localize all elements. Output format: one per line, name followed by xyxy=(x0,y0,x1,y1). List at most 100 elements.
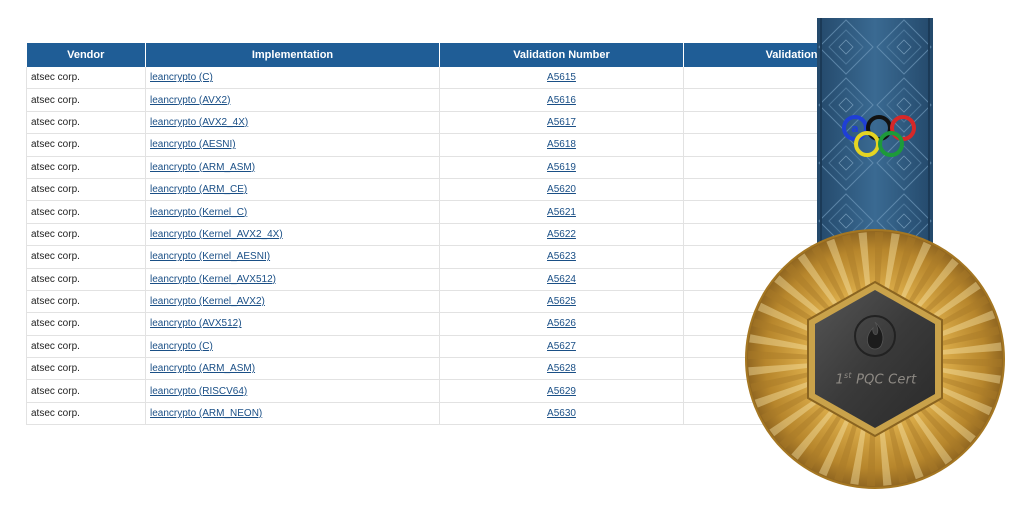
cell-vendor: atsec corp. xyxy=(26,402,146,426)
implementation-link[interactable]: leancrypto (ARM_ASM) xyxy=(150,363,256,375)
validation-number-link[interactable]: A5620 xyxy=(547,184,576,196)
validation-table: Vendor Implementation Validation Number … xyxy=(26,43,846,426)
validation-number-link[interactable]: A5628 xyxy=(547,363,576,375)
cell-implementation: leancrypto (Kernel_AVX2) xyxy=(145,290,440,314)
cell-validation-number: A5627 xyxy=(439,335,684,359)
cell-implementation: leancrypto (ARM_ASM) xyxy=(145,156,440,179)
cell-validation-number: A5624 xyxy=(439,268,684,291)
validation-number-link[interactable]: A5615 xyxy=(547,72,576,84)
validation-number-link[interactable]: A5624 xyxy=(547,273,576,285)
cell-validation-number: A5628 xyxy=(439,357,684,381)
cell-vendor: atsec corp. xyxy=(26,88,146,112)
table-row: atsec corp.leancrypto (Kernel_C)A56218/1… xyxy=(26,200,846,224)
cell-implementation: leancrypto (Kernel_AVX2_4X) xyxy=(145,223,440,247)
validation-number-link[interactable]: A5622 xyxy=(547,228,576,240)
cell-implementation: leancrypto (Kernel_AESNI) xyxy=(145,245,440,269)
gold-medal xyxy=(745,229,1005,489)
table-header-row: Vendor Implementation Validation Number … xyxy=(26,43,846,67)
cell-implementation: leancrypto (C) xyxy=(145,67,440,90)
cell-validation-number: A5621 xyxy=(439,200,684,224)
implementation-link[interactable]: leancrypto (AESNI) xyxy=(150,139,236,151)
validation-number-link[interactable]: A5626 xyxy=(547,318,576,330)
implementation-link[interactable]: leancrypto (C) xyxy=(150,340,213,352)
cell-implementation: leancrypto (AVX2_4X) xyxy=(145,111,440,135)
validation-number-link[interactable]: A5619 xyxy=(547,161,576,173)
table-row: atsec corp. leancrypto (ARM_NEON) A5630 xyxy=(26,402,846,426)
implementation-link[interactable]: leancrypto (AVX2) xyxy=(150,94,231,106)
table-row: atsec corp. leancrypto (Kernel_AVX2) A5625 xyxy=(26,290,846,314)
implementation-link[interactable]: leancrypto (Kernel_AVX2) xyxy=(150,296,265,308)
header-implementation: Implementation xyxy=(145,43,440,67)
validation-number-link[interactable]: A5616 xyxy=(547,94,576,106)
cell-validation-number: A5629 xyxy=(439,379,684,403)
cell-vendor: atsec corp. xyxy=(26,133,146,157)
table-row: atsec corp. leancrypto (Kernel_AVX2_4X) A5… xyxy=(26,223,846,247)
header-validation-number: Validation Number xyxy=(439,43,684,67)
cell-vendor: atsec corp. xyxy=(26,178,146,202)
cell-implementation: leancrypto (AVX2) xyxy=(145,88,440,112)
validation-number-link[interactable]: A5617 xyxy=(547,116,576,128)
rings-logo-icon: a xyxy=(842,115,916,157)
cell-validation-number: A5620 xyxy=(439,178,684,202)
table-row: atsec corp. leancrypto (AVX512) A5626 xyxy=(26,312,846,336)
table-row: atsec corp. leancrypto (C) A5627 xyxy=(26,335,846,359)
cell-vendor: atsec corp. xyxy=(26,156,146,179)
implementation-link[interactable]: leancrypto (Kernel_C) xyxy=(150,206,248,218)
validation-number-link[interactable]: A5629 xyxy=(547,385,576,397)
cell-validation-number: A5625 xyxy=(439,290,684,314)
table-row: atsec corp.leancrypto (AESNI)A56188/13/2… xyxy=(26,133,846,157)
implementation-link[interactable]: leancrypto (Kernel_AVX512) xyxy=(150,273,276,285)
implementation-link[interactable]: leancrypto (RISCV64) xyxy=(150,385,248,397)
table-row: atsec corp.leancrypto (ARM_CE)A56208/13/… xyxy=(26,178,846,202)
implementation-link[interactable]: leancrypto (AVX512) xyxy=(150,318,242,330)
svg-text:a: a xyxy=(851,122,858,135)
cell-vendor: atsec corp. xyxy=(26,268,146,291)
cell-validation-number: A5630 xyxy=(439,402,684,426)
validation-number-link[interactable]: A5625 xyxy=(547,296,576,308)
table-body: atsec corp.leancrypto (C)A56158/13/2024a… xyxy=(26,67,846,426)
cell-vendor: atsec corp. xyxy=(26,200,146,224)
cell-implementation: leancrypto (C) xyxy=(145,335,440,359)
cell-vendor: atsec corp. xyxy=(26,379,146,403)
implementation-link[interactable]: leancrypto (Kernel_AVX2_4X) xyxy=(150,228,283,240)
cell-validation-number: A5615 xyxy=(439,67,684,90)
table-row: atsec corp. leancrypto (Kernel_AVX512) A56… xyxy=(26,268,846,291)
validation-table-container: Vendor Implementation Validation Number … xyxy=(26,43,846,426)
implementation-link[interactable]: leancrypto (ARM_CE) xyxy=(150,184,248,196)
cell-vendor: atsec corp. xyxy=(26,111,146,135)
cell-validation-number: A5626 xyxy=(439,312,684,336)
cell-vendor: atsec corp. xyxy=(26,223,146,247)
table-row: atsec corp.leancrypto (AVX2)A56168/13/20… xyxy=(26,88,846,112)
validation-number-link[interactable]: A5621 xyxy=(547,206,576,218)
cell-implementation: leancrypto (Kernel_C) xyxy=(145,200,440,224)
cell-validation-number: A5619 xyxy=(439,156,684,179)
table-row: atsec corp. leancrypto (RISCV64) A5629 xyxy=(26,379,846,403)
implementation-link[interactable]: leancrypto (ARM_NEON) xyxy=(150,408,263,420)
table-row: atsec corp.leancrypto (C)A56158/13/2024 xyxy=(26,67,846,90)
table-row: atsec corp. leancrypto (ARM_ASM) A5628 xyxy=(26,357,846,381)
cell-implementation: leancrypto (ARM_NEON) xyxy=(145,402,440,426)
cell-vendor: atsec corp. xyxy=(26,357,146,381)
implementation-link[interactable]: leancrypto (Kernel_AESNI) xyxy=(150,251,271,263)
validation-number-link[interactable]: A5618 xyxy=(547,139,576,151)
table-row: atsec corp. leancrypto (Kernel_AESNI) A562… xyxy=(26,245,846,269)
cell-vendor: atsec corp. xyxy=(26,245,146,269)
cell-validation-number: A5622 xyxy=(439,223,684,247)
cell-implementation: leancrypto (AESNI) xyxy=(145,133,440,157)
cell-validation-number: A5617 xyxy=(439,111,684,135)
validation-number-link[interactable]: A5623 xyxy=(547,251,576,263)
table-row: atsec corp.leancrypto (ARM_ASM)A56198/13… xyxy=(26,156,846,179)
validation-number-link[interactable]: A5630 xyxy=(547,408,576,420)
implementation-link[interactable]: leancrypto (ARM_ASM) xyxy=(150,161,256,173)
cell-validation-number: A5616 xyxy=(439,88,684,112)
cell-implementation: leancrypto (Kernel_AVX512) xyxy=(145,268,440,291)
validation-number-link[interactable]: A5627 xyxy=(547,340,576,352)
implementation-link[interactable]: leancrypto (AVX2_4X) xyxy=(150,116,249,128)
medal-caption: 1st PQC Cert xyxy=(835,371,917,388)
implementation-link[interactable]: leancrypto (C) xyxy=(150,72,213,84)
cell-implementation: leancrypto (RISCV64) xyxy=(145,379,440,403)
header-vendor: Vendor xyxy=(26,43,146,67)
cell-validation-number: A5623 xyxy=(439,245,684,269)
cell-vendor: atsec corp. xyxy=(26,290,146,314)
